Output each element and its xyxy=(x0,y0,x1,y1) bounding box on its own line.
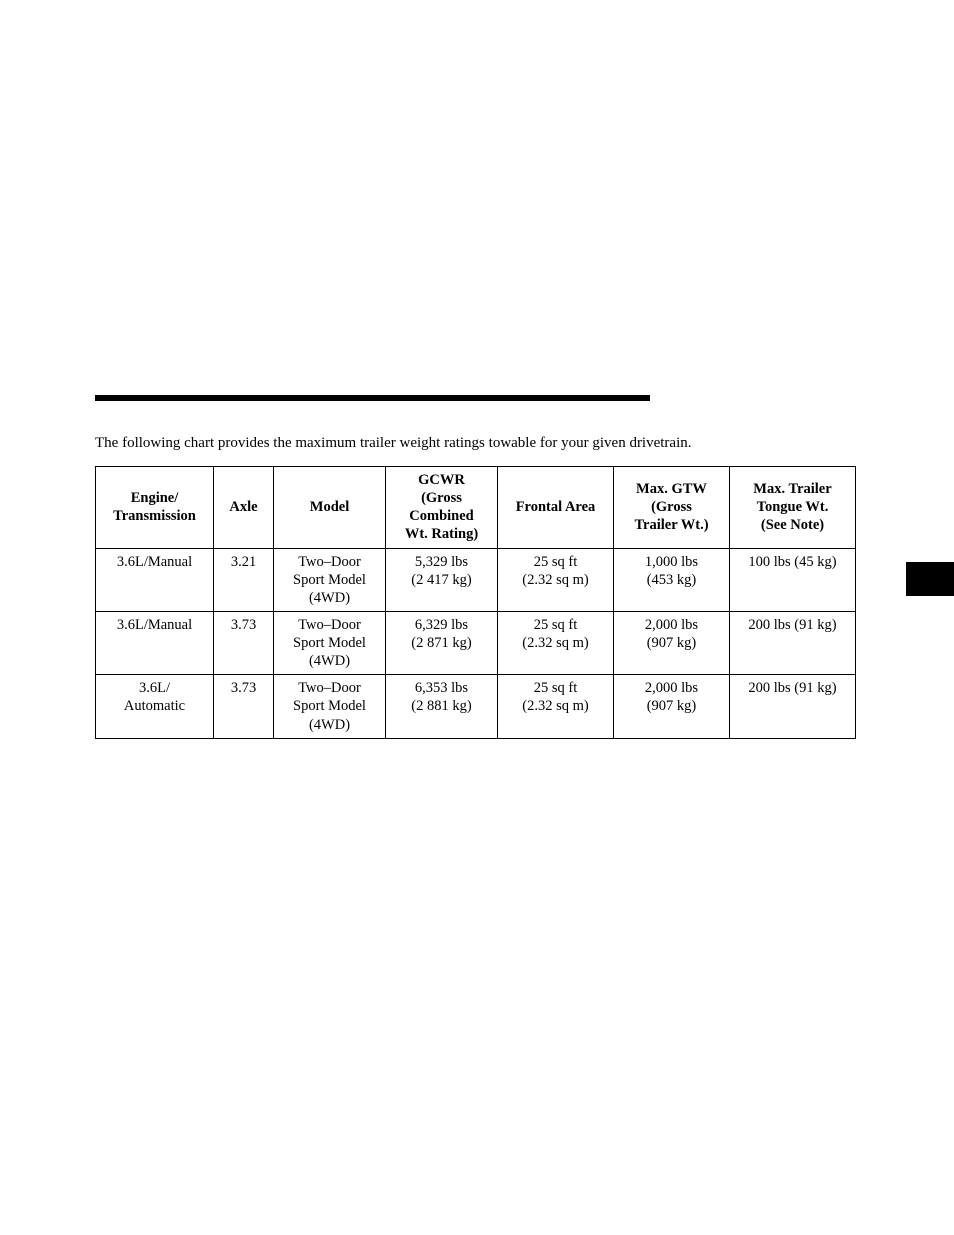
th-engine: Engine/Transmission xyxy=(96,467,214,549)
header-rule xyxy=(95,395,650,401)
th-tongue: Max. TrailerTongue Wt.(See Note) xyxy=(730,467,856,549)
th-model: Model xyxy=(274,467,386,549)
table-header-row: Engine/Transmission Axle Model GCWR(Gros… xyxy=(96,467,856,549)
th-gcwr: GCWR(GrossCombinedWt. Rating) xyxy=(386,467,498,549)
cell-engine: 3.6L/Automatic xyxy=(96,675,214,738)
cell-gcwr: 5,329 lbs(2 417 kg) xyxy=(386,548,498,611)
th-gtw: Max. GTW(GrossTrailer Wt.) xyxy=(614,467,730,549)
th-frontal: Frontal Area xyxy=(498,467,614,549)
cell-gtw: 2,000 lbs(907 kg) xyxy=(614,675,730,738)
cell-tongue: 200 lbs (91 kg) xyxy=(730,611,856,674)
cell-axle: 3.73 xyxy=(214,675,274,738)
cell-axle: 3.21 xyxy=(214,548,274,611)
cell-engine: 3.6L/Manual xyxy=(96,611,214,674)
section-tab xyxy=(906,562,954,596)
cell-engine: 3.6L/Manual xyxy=(96,548,214,611)
cell-gtw: 2,000 lbs(907 kg) xyxy=(614,611,730,674)
cell-model: Two–DoorSport Model(4WD) xyxy=(274,675,386,738)
cell-gcwr: 6,353 lbs(2 881 kg) xyxy=(386,675,498,738)
cell-model: Two–DoorSport Model(4WD) xyxy=(274,548,386,611)
cell-axle: 3.73 xyxy=(214,611,274,674)
cell-tongue: 100 lbs (45 kg) xyxy=(730,548,856,611)
cell-gcwr: 6,329 lbs(2 871 kg) xyxy=(386,611,498,674)
table-row: 3.6L/Automatic 3.73 Two–DoorSport Model(… xyxy=(96,675,856,738)
cell-frontal: 25 sq ft(2.32 sq m) xyxy=(498,548,614,611)
intro-text: The following chart provides the maximum… xyxy=(95,433,692,454)
towing-table: Engine/Transmission Axle Model GCWR(Gros… xyxy=(95,466,856,739)
cell-model: Two–DoorSport Model(4WD) xyxy=(274,611,386,674)
th-axle: Axle xyxy=(214,467,274,549)
cell-frontal: 25 sq ft(2.32 sq m) xyxy=(498,611,614,674)
page: The following chart provides the maximum… xyxy=(0,0,954,1235)
table-row: 3.6L/Manual 3.73 Two–DoorSport Model(4WD… xyxy=(96,611,856,674)
cell-gtw: 1,000 lbs(453 kg) xyxy=(614,548,730,611)
cell-frontal: 25 sq ft(2.32 sq m) xyxy=(498,675,614,738)
table-row: 3.6L/Manual 3.21 Two–DoorSport Model(4WD… xyxy=(96,548,856,611)
cell-tongue: 200 lbs (91 kg) xyxy=(730,675,856,738)
